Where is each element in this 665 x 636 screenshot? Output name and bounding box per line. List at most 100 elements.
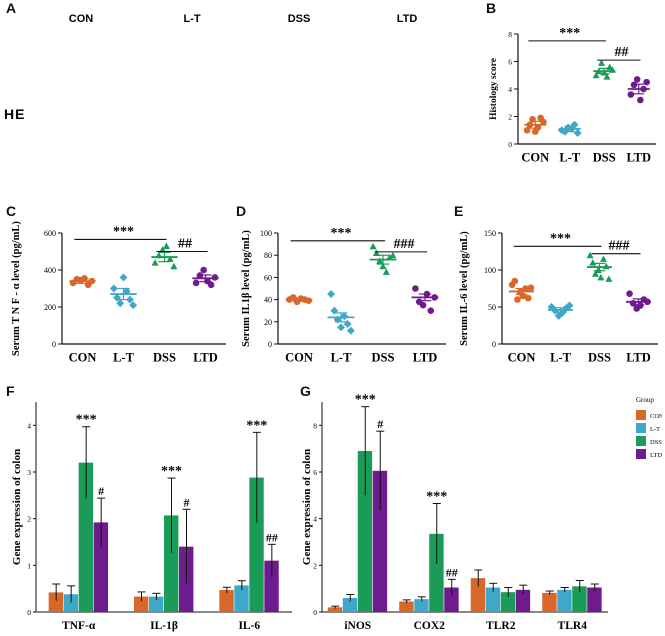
data-point [170, 262, 178, 270]
bar [470, 578, 486, 612]
x-category-label: DSS [593, 151, 616, 165]
significance-label: ## [446, 565, 458, 579]
data-point [372, 249, 380, 256]
legend-label: DSS [650, 439, 662, 446]
x-category-label: CON [521, 151, 549, 165]
data-point [523, 126, 531, 134]
x-category-label: L-T [550, 351, 572, 365]
bar [485, 587, 501, 612]
data-point [534, 124, 542, 131]
bar [542, 592, 557, 612]
bar [249, 477, 264, 612]
significance-label: # [377, 417, 383, 431]
data-point [211, 274, 219, 281]
data-point [166, 255, 174, 262]
significance-label: *** [426, 490, 447, 505]
data-point [427, 307, 435, 314]
data-point [591, 270, 599, 277]
legend-swatch [636, 423, 646, 433]
data-point [200, 266, 207, 274]
x-category-label: DSS [153, 351, 176, 365]
legend-label: CON [650, 413, 662, 420]
histology-label-con: CON [68, 13, 94, 25]
bar [572, 586, 587, 612]
legend-label: L-T [650, 426, 660, 433]
data-point [382, 268, 390, 275]
y-tick-label: 1 [27, 561, 31, 570]
panel-letter-f: F [6, 383, 15, 399]
bar [515, 589, 531, 612]
significance-label: ## [178, 237, 192, 252]
bar [78, 462, 94, 612]
panel-letter-c: C [6, 203, 17, 219]
data-point [511, 277, 519, 285]
data-point [327, 290, 336, 299]
significance-label: *** [246, 418, 267, 433]
x-category-label: TNF-α [62, 620, 96, 632]
data-point [586, 251, 594, 259]
x-category-label: L-T [113, 351, 135, 365]
y-axis-label: Serum IL-6 level (pg/mL) [459, 231, 470, 346]
y-tick-label: 60 [264, 273, 272, 282]
data-point [369, 242, 377, 250]
data-point [605, 275, 613, 282]
significance-label: # [98, 484, 104, 498]
data-point [151, 259, 159, 266]
bar [93, 522, 109, 612]
data-point [626, 290, 633, 297]
significance-label: ### [609, 239, 630, 254]
y-tick-label: 2 [27, 515, 31, 524]
data-point [514, 296, 521, 303]
data-point [305, 297, 312, 305]
bar [429, 533, 444, 612]
x-category-label: DSS [588, 351, 611, 365]
y-tick-label: 0 [508, 140, 512, 149]
y-tick-label: 0 [492, 340, 496, 349]
y-axis-label: Gene expression of colon [11, 449, 23, 565]
bar [63, 594, 79, 612]
y-tick-label: 2 [313, 561, 317, 570]
y-axis-label: Gene expression of colon [301, 449, 313, 565]
y-tick-label: 150 [484, 229, 496, 238]
data-point [207, 281, 215, 289]
x-category-label: L-T [331, 351, 353, 365]
data-point [540, 118, 547, 126]
y-tick-label: 6 [313, 468, 317, 477]
data-point [643, 78, 650, 86]
y-tick-label: 0 [313, 608, 317, 617]
serum-il6-chart: 0 50 100 150 Serum IL-6 level (pg/mL) CON L-T D… [459, 229, 658, 365]
bar [164, 515, 179, 612]
significance-label: *** [161, 464, 182, 479]
y-tick-label: 6 [508, 58, 512, 67]
data-point [389, 251, 397, 259]
x-category-label: LTD [413, 351, 438, 365]
bar [557, 589, 572, 612]
bar [414, 599, 429, 612]
data-point [570, 120, 579, 129]
gene-expression-inflammation-chart: 0 2 4 6 8 Gene expression of colon iNOS COX2 TLR… [301, 393, 662, 632]
data-point [192, 279, 200, 287]
significance-label: ## [615, 45, 629, 60]
bar [327, 607, 343, 612]
x-category-label: COX2 [414, 620, 446, 632]
data-point [627, 91, 635, 98]
x-category-label: TLR2 [486, 620, 516, 632]
bar [357, 451, 373, 612]
bar [234, 585, 249, 612]
legend-swatch [636, 449, 646, 459]
he-stain-label: HE [4, 106, 26, 122]
significance-label: *** [355, 393, 376, 408]
y-tick-label: 8 [508, 30, 512, 39]
data-point [527, 284, 535, 292]
legend-swatch [636, 436, 646, 446]
legend-title: Group [636, 396, 654, 404]
significance-label: ## [266, 530, 278, 544]
data-point [109, 284, 118, 293]
y-tick-label: 40 [264, 296, 272, 305]
x-category-label: iNOS [344, 620, 371, 632]
x-category-label: IL-6 [238, 620, 260, 632]
bar [500, 592, 516, 612]
y-axis-label: Serum IL1β level (pg/mL) [241, 230, 252, 347]
data-point [524, 294, 532, 302]
data-point [119, 273, 128, 282]
